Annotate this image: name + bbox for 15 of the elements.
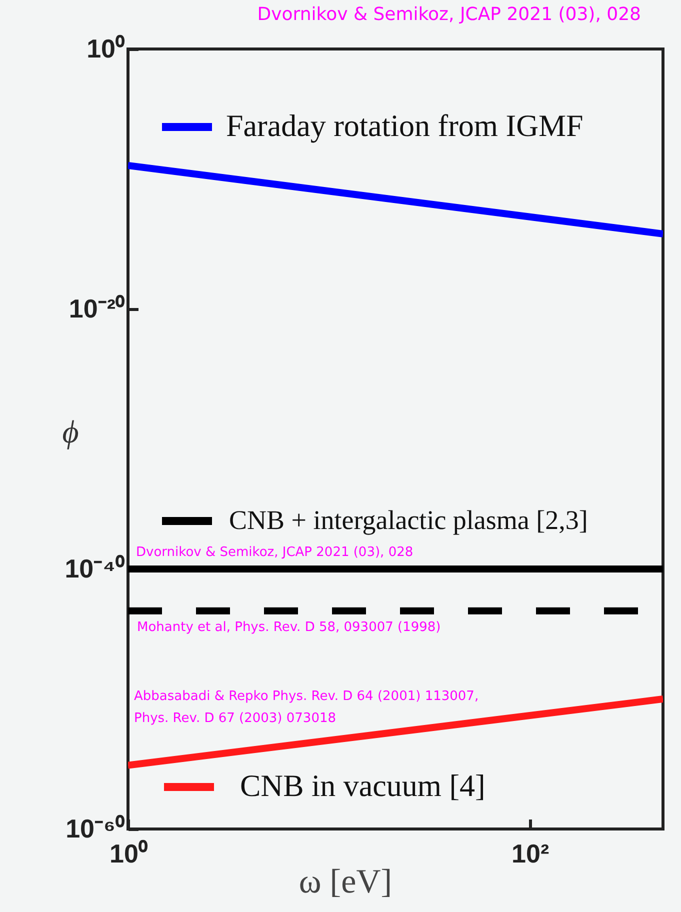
legend-label: CNB in vacuum [4] bbox=[240, 768, 486, 803]
annotation: Abbasabadi & Repko Phys. Rev. D 64 (2001) 113007, bbox=[134, 689, 479, 704]
x-axis-title: ω [eV] bbox=[298, 864, 392, 900]
y-tick-label: 10⁻⁴⁰ bbox=[64, 554, 126, 584]
legend-label: CNB + intergalactic plasma [2,3] bbox=[229, 505, 588, 535]
chart-title: Dvornikov & Semikoz, JCAP 2021 (03), 028 bbox=[257, 4, 641, 25]
y-tick-label: 10⁰ bbox=[86, 34, 126, 64]
y-tick-label: 10⁻⁶⁰ bbox=[66, 814, 126, 844]
annotation: Phys. Rev. D 67 (2003) 073018 bbox=[134, 711, 336, 726]
legend-label: Faraday rotation from IGMF bbox=[226, 108, 584, 143]
y-axis-title: ϕ bbox=[62, 414, 79, 450]
y-tick-label: 10⁻²⁰ bbox=[68, 294, 126, 324]
annotation: Dvornikov & Semikoz, JCAP 2021 (03), 028 bbox=[136, 545, 414, 560]
x-tick-label: 10² bbox=[512, 838, 550, 868]
annotation: Mohanty et al, Phys. Rev. D 58, 093007 (1998) bbox=[137, 620, 441, 635]
